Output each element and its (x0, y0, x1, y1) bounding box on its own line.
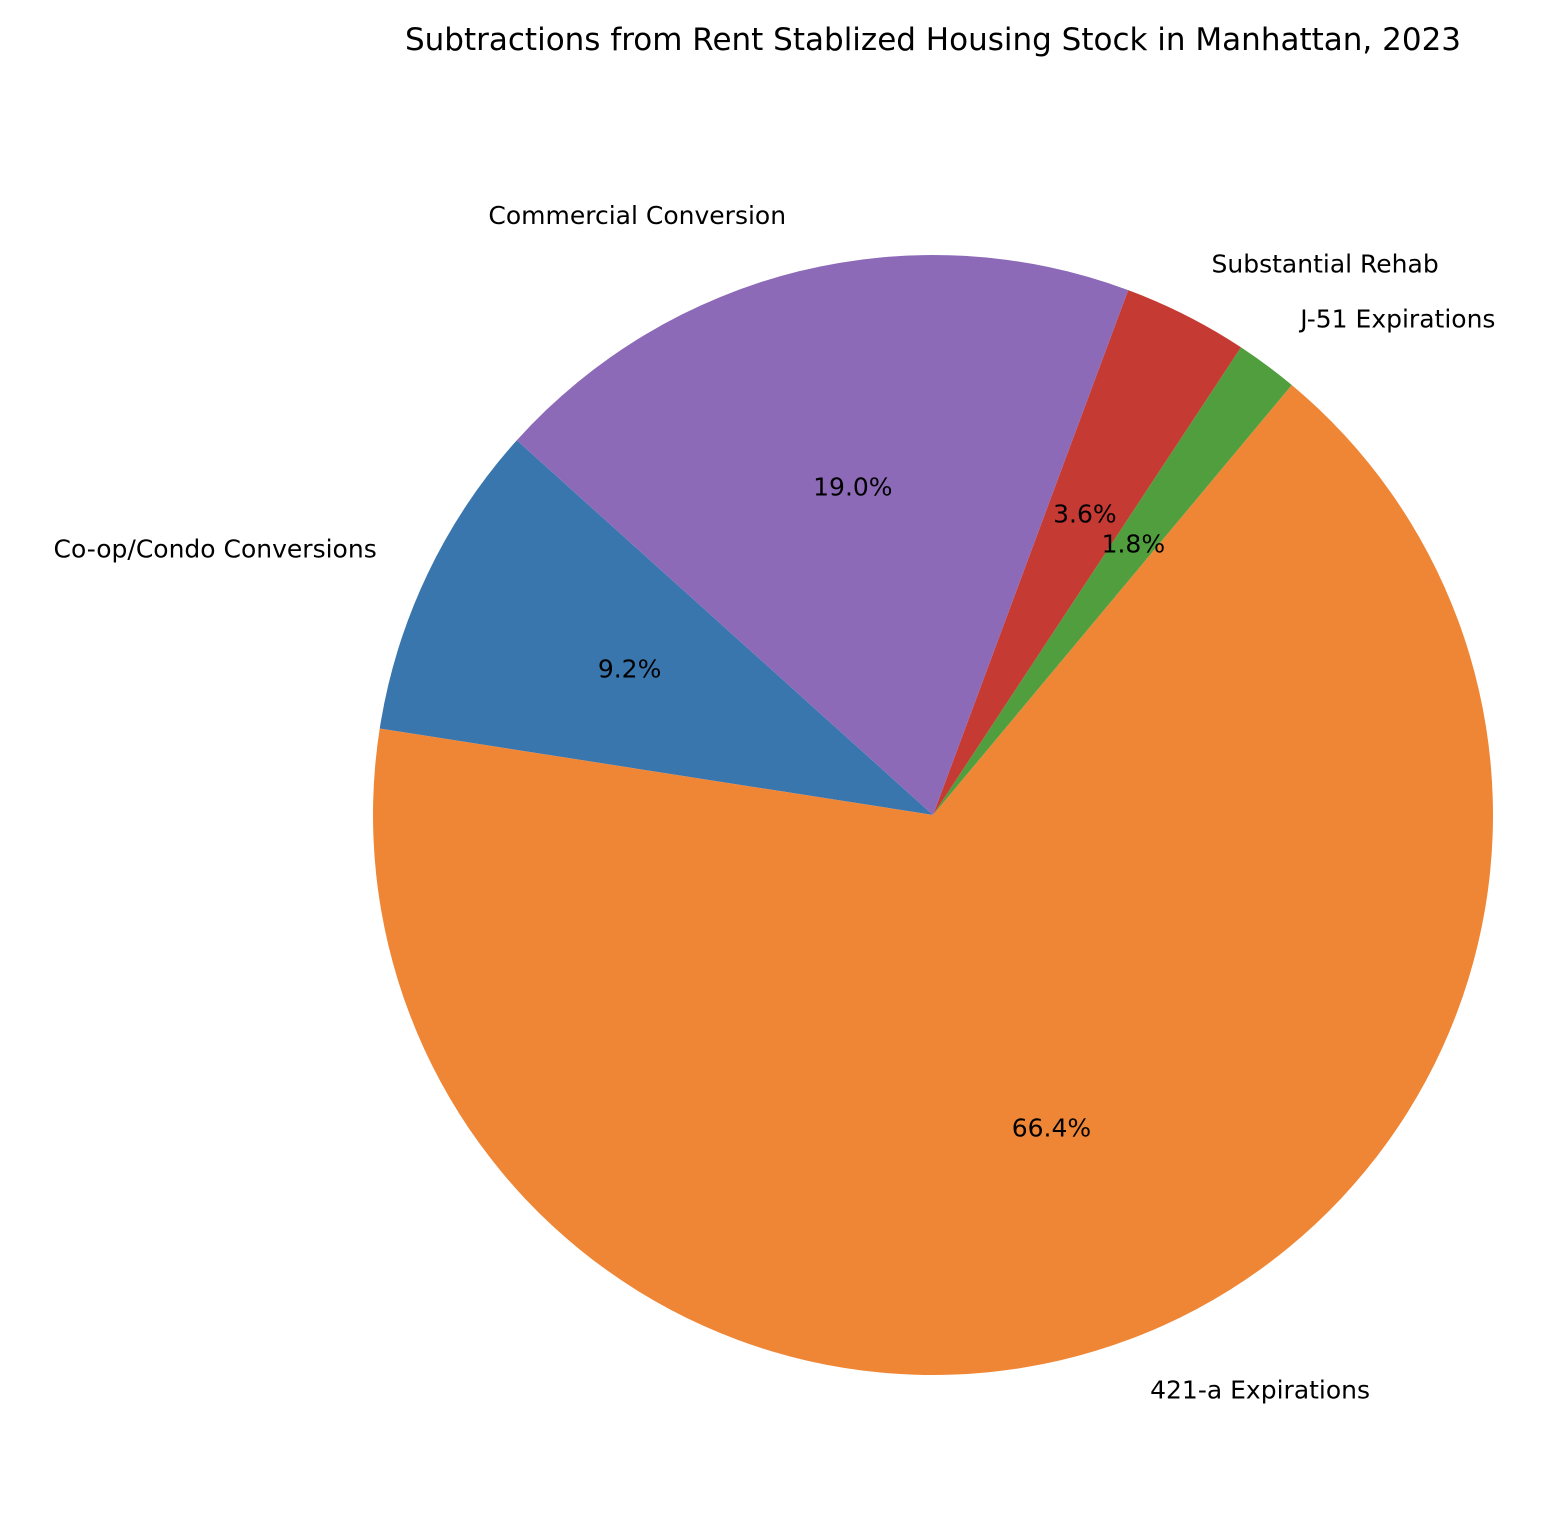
slice-label-421-a-expirations: 421-a Expirations (1150, 1375, 1370, 1404)
pie-slices (373, 255, 1494, 1376)
pie-slice-co-op-condo-conversions (379, 440, 933, 815)
pie-slice-commercial-conversion (516, 255, 1129, 816)
pie-slice-j-51-expirations (933, 347, 1292, 815)
slice-label-substantial-rehab: Substantial Rehab (1212, 250, 1439, 279)
slice-label-co-op-condo-conversions: Co-op/Condo Conversions (54, 534, 377, 563)
pct-label-co-op-condo-conversions: 9.2% (598, 655, 662, 684)
slice-label-j-51-expirations: J-51 Expirations (1298, 304, 1495, 333)
pct-label-substantial-rehab: 3.6% (1053, 499, 1117, 528)
pie-labels: Co-op/Condo Conversions 9.2% 421-a Expirat… (54, 201, 1496, 1405)
pct-label-421-a-expirations: 66.4% (1012, 1113, 1091, 1142)
pct-label-j-51-expirations: 1.8% (1102, 529, 1166, 558)
pct-label-commercial-conversion: 19.0% (813, 473, 892, 502)
chart-title: Subtractions from Rent Stablized Housing… (405, 22, 1461, 58)
pie-slice-substantial-rehab (933, 290, 1241, 816)
pie-slice-421-a-expirations (373, 385, 1494, 1376)
slice-label-commercial-conversion: Commercial Conversion (488, 201, 786, 230)
